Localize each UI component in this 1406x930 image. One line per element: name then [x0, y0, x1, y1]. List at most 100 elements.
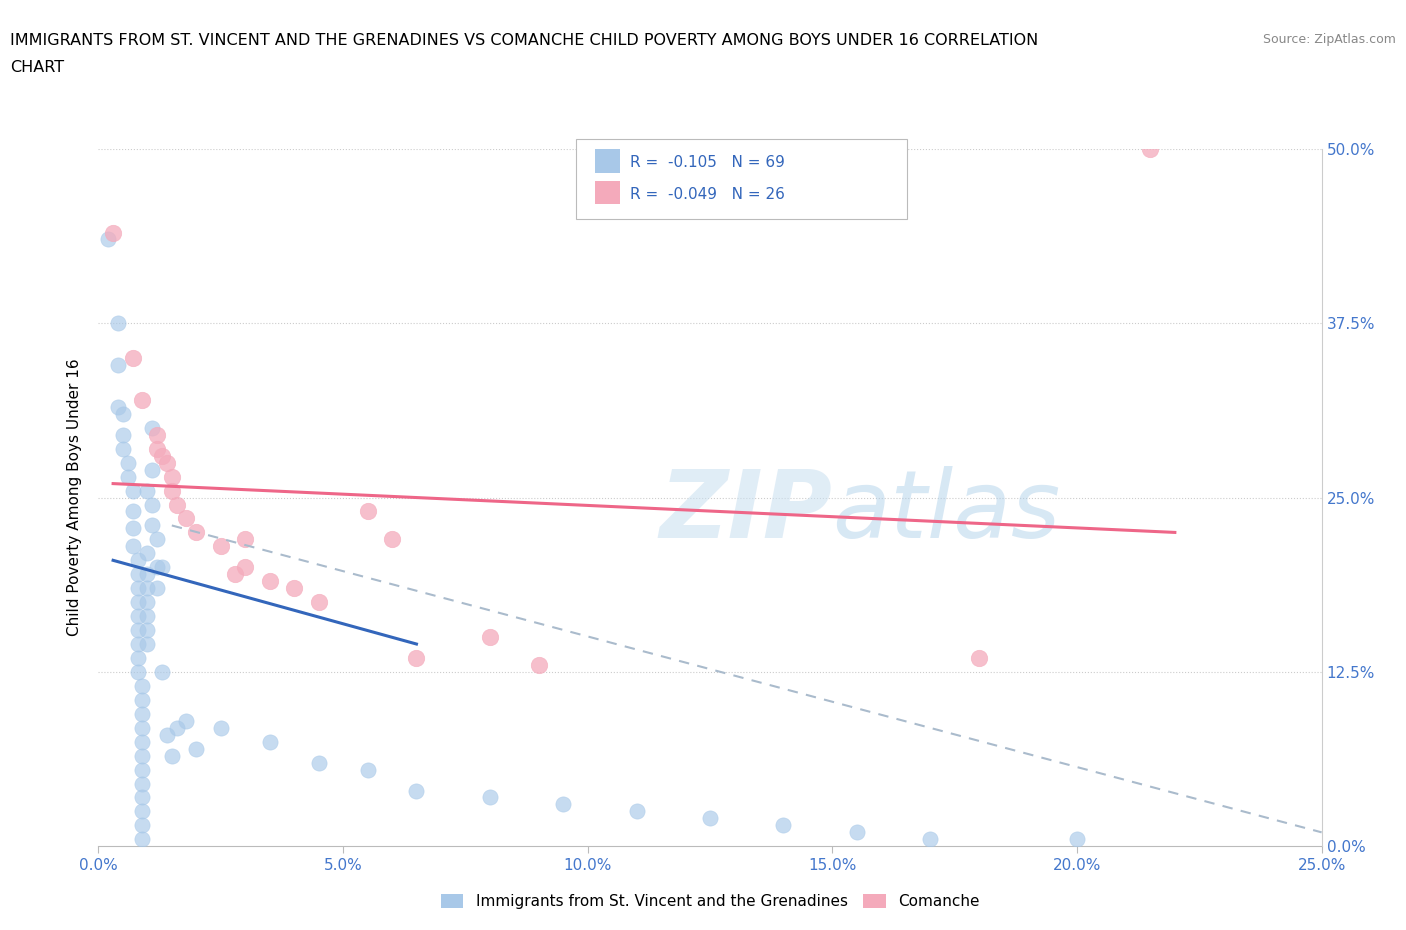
Point — [136, 623, 159, 638]
Point — [131, 818, 153, 833]
Point — [141, 462, 163, 477]
Point — [131, 735, 153, 750]
Point — [136, 637, 159, 652]
Point — [405, 651, 427, 666]
Point — [160, 470, 183, 485]
Point — [107, 358, 129, 373]
Point — [97, 232, 120, 247]
Point — [131, 748, 153, 763]
Point — [127, 623, 149, 638]
Point — [141, 518, 163, 533]
Point — [150, 665, 173, 680]
Point — [156, 456, 179, 471]
Point — [136, 595, 159, 610]
Point — [186, 525, 208, 540]
Point — [107, 400, 129, 415]
Point — [107, 316, 129, 331]
Point — [176, 713, 198, 728]
Point — [186, 741, 208, 756]
Point — [146, 532, 169, 547]
Point — [127, 595, 149, 610]
Point — [127, 651, 149, 666]
Point — [141, 420, 163, 435]
Point — [111, 406, 134, 421]
Point — [224, 567, 246, 582]
Point — [176, 512, 198, 526]
Point — [160, 748, 183, 763]
Point — [356, 504, 378, 519]
Point — [117, 456, 139, 471]
Point — [131, 692, 153, 708]
Text: CHART: CHART — [10, 60, 63, 75]
Point — [160, 484, 183, 498]
Y-axis label: Child Poverty Among Boys Under 16: Child Poverty Among Boys Under 16 — [67, 359, 83, 636]
Point — [308, 595, 330, 610]
Point — [553, 797, 575, 812]
Point — [131, 776, 153, 790]
Text: R =  -0.105   N = 69: R = -0.105 N = 69 — [630, 155, 785, 170]
Point — [527, 658, 550, 672]
Point — [136, 580, 159, 596]
Point — [845, 825, 868, 840]
Point — [146, 428, 169, 443]
Point — [259, 735, 281, 750]
Point — [967, 651, 990, 666]
Point — [405, 783, 427, 798]
Point — [166, 498, 188, 512]
Point — [1066, 832, 1088, 847]
Point — [121, 484, 143, 498]
Point — [381, 532, 404, 547]
Point — [111, 442, 134, 457]
Point — [146, 442, 169, 457]
Point — [127, 665, 149, 680]
Point — [141, 498, 163, 512]
Point — [150, 560, 173, 575]
Point — [209, 539, 232, 554]
Point — [127, 553, 149, 568]
Point — [136, 546, 159, 561]
Point — [146, 560, 169, 575]
Point — [699, 811, 721, 826]
Point — [127, 609, 149, 624]
Point — [111, 428, 134, 443]
Point — [121, 504, 143, 519]
Text: IMMIGRANTS FROM ST. VINCENT AND THE GRENADINES VS COMANCHE CHILD POVERTY AMONG B: IMMIGRANTS FROM ST. VINCENT AND THE GREN… — [10, 33, 1038, 47]
Point — [131, 790, 153, 805]
Point — [920, 832, 942, 847]
Point — [136, 567, 159, 582]
Point — [136, 484, 159, 498]
Point — [127, 567, 149, 582]
Point — [117, 470, 139, 485]
Point — [626, 804, 648, 819]
Text: ZIP: ZIP — [659, 466, 832, 557]
Point — [131, 721, 153, 736]
Point — [1139, 141, 1161, 156]
Point — [478, 790, 501, 805]
Point — [233, 532, 256, 547]
Point — [150, 448, 173, 463]
Point — [156, 727, 179, 742]
Point — [101, 225, 124, 240]
Point — [308, 755, 330, 770]
Point — [121, 351, 143, 365]
Point — [127, 580, 149, 596]
Point — [356, 763, 378, 777]
Text: Source: ZipAtlas.com: Source: ZipAtlas.com — [1263, 33, 1396, 46]
Point — [478, 630, 501, 644]
Point — [131, 763, 153, 777]
Point — [772, 818, 794, 833]
Point — [127, 637, 149, 652]
Point — [166, 721, 188, 736]
Point — [131, 804, 153, 819]
Point — [131, 707, 153, 722]
Point — [259, 574, 281, 589]
Point — [209, 721, 232, 736]
Point — [146, 580, 169, 596]
Point — [131, 679, 153, 694]
Point — [136, 609, 159, 624]
Legend: Immigrants from St. Vincent and the Grenadines, Comanche: Immigrants from St. Vincent and the Gren… — [434, 887, 986, 915]
Point — [131, 832, 153, 847]
Text: R =  -0.049   N = 26: R = -0.049 N = 26 — [630, 187, 785, 202]
Point — [283, 580, 305, 596]
Point — [131, 392, 153, 407]
